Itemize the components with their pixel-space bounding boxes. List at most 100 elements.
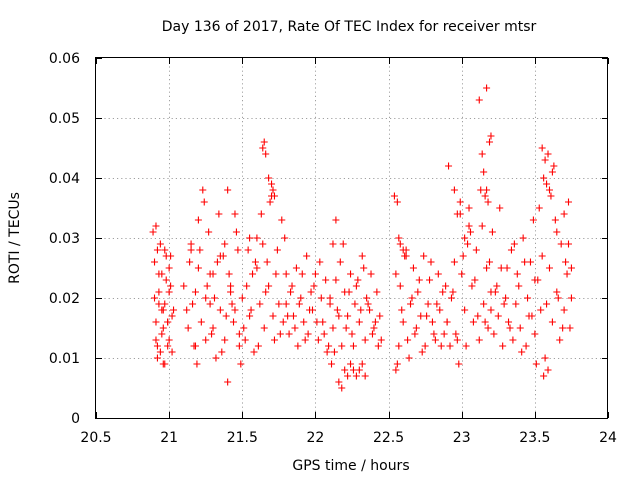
data-point xyxy=(507,246,515,254)
data-point xyxy=(483,264,491,272)
data-point xyxy=(349,366,357,374)
data-point xyxy=(222,312,230,320)
data-point xyxy=(566,324,574,332)
data-point xyxy=(225,270,233,278)
data-point xyxy=(551,216,559,224)
data-point xyxy=(518,348,526,356)
data-point xyxy=(428,318,436,326)
data-point xyxy=(486,258,494,266)
data-point xyxy=(263,258,271,266)
data-point xyxy=(347,360,355,368)
data-point xyxy=(548,168,556,176)
data-point xyxy=(205,228,213,236)
data-point xyxy=(262,288,270,296)
data-point xyxy=(313,318,321,326)
data-point xyxy=(399,246,407,254)
data-point xyxy=(544,366,552,374)
data-point xyxy=(216,252,224,260)
data-point xyxy=(279,318,287,326)
data-point xyxy=(326,294,334,302)
data-point xyxy=(468,282,476,290)
data-point xyxy=(339,240,347,248)
data-point xyxy=(304,330,312,338)
data-point xyxy=(464,240,472,248)
data-point xyxy=(294,342,302,350)
data-point xyxy=(393,198,401,206)
data-point xyxy=(235,342,243,350)
data-point xyxy=(184,324,192,332)
data-point xyxy=(484,324,492,332)
data-point xyxy=(206,270,214,278)
data-point xyxy=(210,294,218,302)
data-point xyxy=(452,330,460,338)
data-point xyxy=(326,300,334,308)
data-point xyxy=(306,306,314,314)
data-point xyxy=(565,198,573,206)
data-point xyxy=(250,348,258,356)
data-point xyxy=(491,288,499,296)
data-point xyxy=(253,234,261,242)
data-point xyxy=(273,246,281,254)
data-point xyxy=(203,282,211,290)
data-point xyxy=(168,348,176,356)
data-point xyxy=(442,282,450,290)
data-point xyxy=(355,318,363,326)
data-point xyxy=(151,294,159,302)
data-point xyxy=(270,192,278,200)
data-point xyxy=(330,348,338,356)
data-point xyxy=(319,318,327,326)
data-point xyxy=(259,240,267,248)
data-point xyxy=(567,264,575,272)
data-point xyxy=(266,198,274,206)
data-point xyxy=(440,330,448,338)
data-point xyxy=(363,294,371,302)
data-point xyxy=(241,336,249,344)
data-point xyxy=(396,282,404,290)
data-point xyxy=(404,336,412,344)
data-point xyxy=(478,222,486,230)
data-point xyxy=(344,312,352,320)
data-point xyxy=(445,162,453,170)
y-tick-labels: 0 0.01 0.02 0.03 0.04 0.05 0.06 xyxy=(49,51,80,427)
data-point xyxy=(436,306,444,314)
data-point xyxy=(246,234,254,242)
data-point xyxy=(524,294,532,302)
data-point xyxy=(165,288,173,296)
data-point xyxy=(496,204,504,212)
data-point xyxy=(446,342,454,350)
data-point xyxy=(167,282,175,290)
data-point xyxy=(548,318,556,326)
data-point xyxy=(557,240,565,248)
data-point xyxy=(298,270,306,278)
data-point xyxy=(342,324,350,332)
data-point xyxy=(208,330,216,338)
x-tick-label: 22.5 xyxy=(373,430,404,446)
data-point xyxy=(218,348,226,356)
data-point xyxy=(167,252,175,260)
data-point xyxy=(503,264,511,272)
data-point xyxy=(355,366,363,374)
data-point xyxy=(164,318,172,326)
data-point xyxy=(224,378,232,386)
data-point xyxy=(426,276,434,284)
data-point xyxy=(541,354,549,362)
data-point xyxy=(543,300,551,308)
data-point xyxy=(407,300,415,308)
data-point xyxy=(431,336,439,344)
data-point xyxy=(196,246,204,254)
data-point xyxy=(227,288,235,296)
data-point xyxy=(358,360,366,368)
data-point xyxy=(537,306,545,314)
data-point xyxy=(531,330,539,338)
data-point xyxy=(316,258,324,266)
y-tick-label: 0.05 xyxy=(49,111,80,127)
data-point xyxy=(519,234,527,242)
data-point xyxy=(329,324,337,332)
data-point xyxy=(153,354,161,362)
data-point xyxy=(361,372,369,380)
data-point xyxy=(288,282,296,290)
data-point xyxy=(459,252,467,260)
data-point xyxy=(450,186,458,194)
data-point xyxy=(345,288,353,296)
